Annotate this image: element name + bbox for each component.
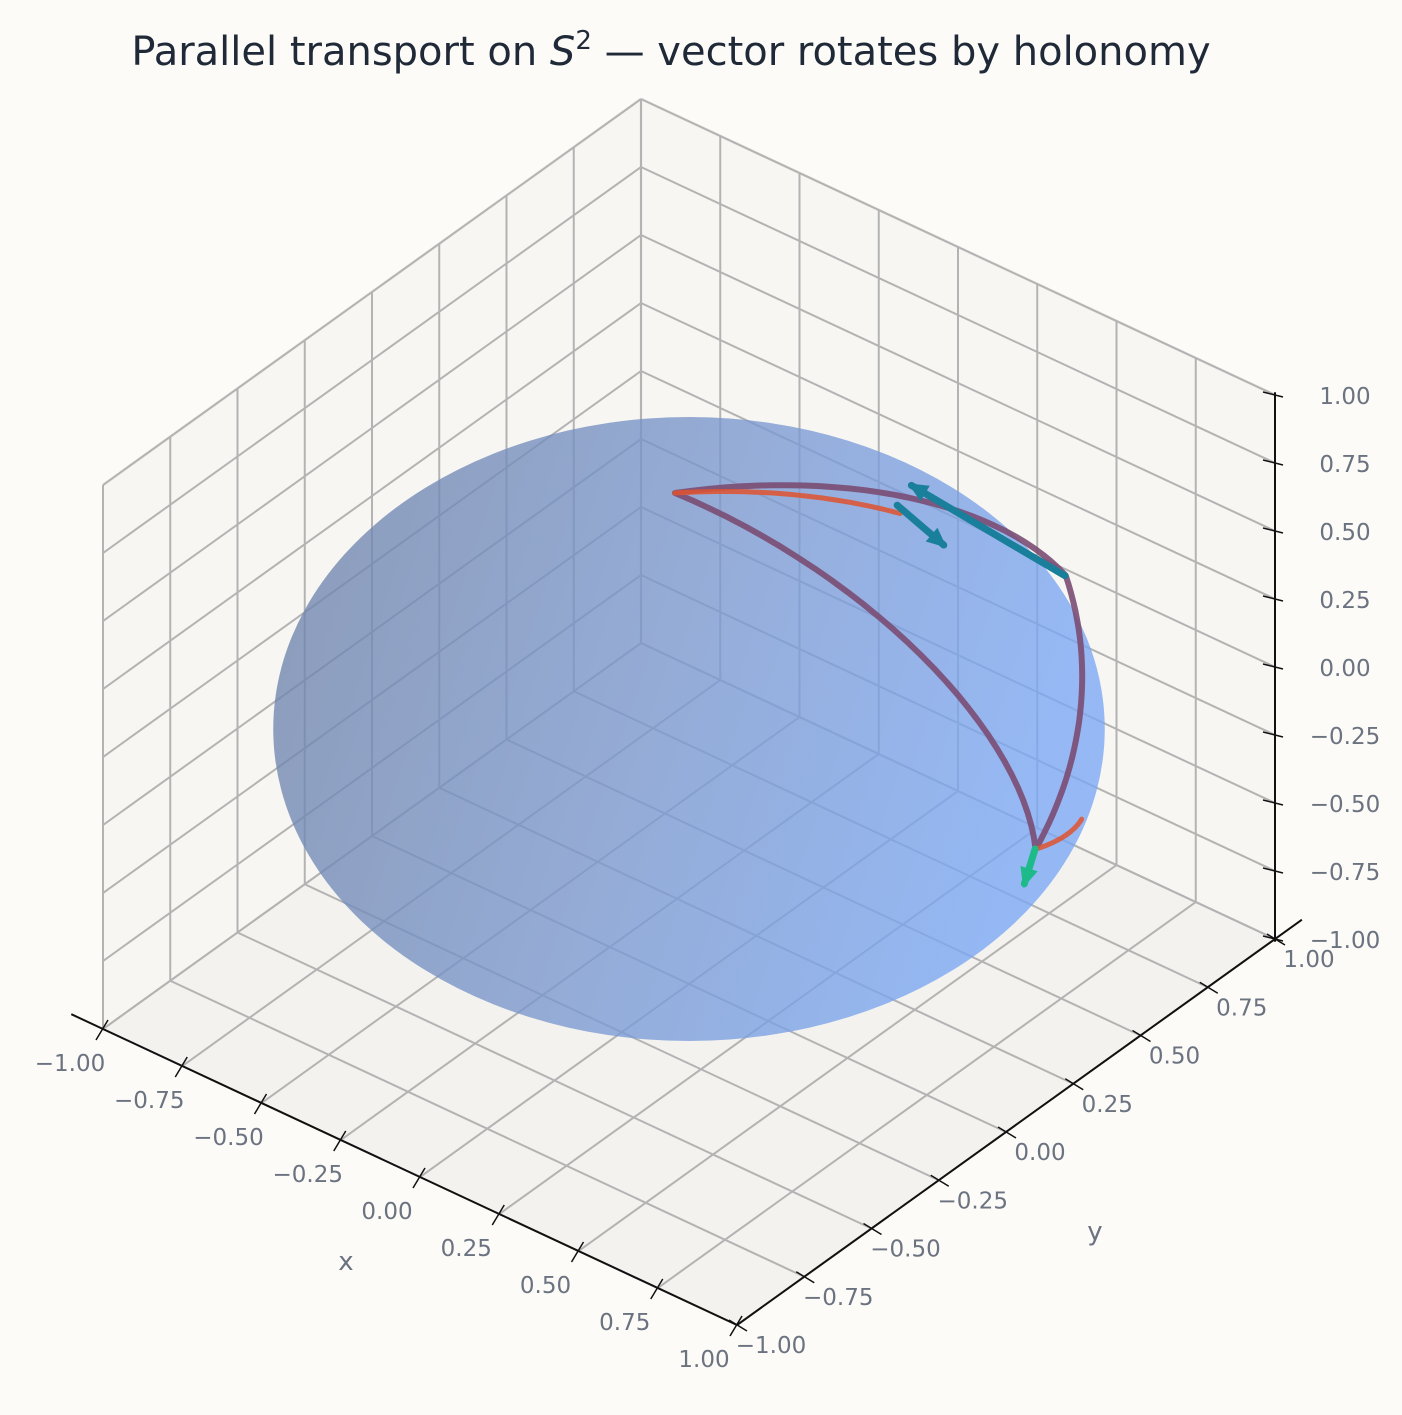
y-tick — [1199, 981, 1219, 994]
x-tick — [491, 1204, 505, 1226]
grid-line — [102, 302, 642, 690]
z-tick-label: −0.50 — [1310, 792, 1380, 818]
grid-line — [640, 166, 1276, 464]
z-tick-label: −1.00 — [1310, 928, 1380, 954]
z-tick — [1262, 799, 1284, 806]
grid-line — [577, 864, 1118, 1252]
z-tick — [1262, 595, 1284, 602]
x-tick — [729, 1315, 743, 1337]
x-tick-label: 0.00 — [361, 1199, 412, 1225]
z-tick-label: 0.25 — [1319, 588, 1370, 614]
z-tick — [1262, 459, 1284, 466]
title-prefix: Parallel transport on — [131, 29, 550, 75]
grid-line — [102, 234, 642, 622]
path-0 — [672, 482, 1086, 853]
grid-line — [640, 302, 1276, 600]
x-tick-label: 0.50 — [520, 1273, 571, 1299]
y-tick — [997, 1126, 1017, 1139]
y-axis-label: y — [1087, 1217, 1102, 1247]
y-tick — [1132, 1029, 1151, 1043]
title-suffix: — vector rotates by holonomy — [592, 29, 1211, 75]
x-tick-label: −0.75 — [114, 1088, 184, 1114]
vector-1 — [893, 501, 948, 549]
x-tick — [95, 1019, 109, 1041]
y-tick — [795, 1271, 815, 1284]
y-tick-label: 0.50 — [1149, 1044, 1200, 1070]
z-tick — [1262, 527, 1284, 534]
x-tick — [333, 1130, 347, 1152]
grid-line — [640, 234, 1276, 532]
y-tick-label: 1.00 — [1283, 947, 1334, 973]
vector-shaft — [907, 481, 1069, 580]
y-tick-label: −0.75 — [803, 1285, 873, 1311]
grid-line — [640, 98, 1276, 396]
x-tick-label: 0.75 — [599, 1310, 650, 1336]
x-tick — [570, 1241, 585, 1263]
z-tick — [1262, 867, 1284, 874]
z-tick — [1262, 731, 1284, 738]
y-tick-label: −0.25 — [938, 1188, 1008, 1214]
title-math-symbol: S — [550, 29, 575, 75]
x-axis-label: x — [338, 1247, 353, 1277]
y-tick — [863, 1222, 882, 1236]
sphere-body — [273, 417, 1105, 1041]
grid-line — [102, 98, 642, 486]
vector-0 — [1020, 845, 1039, 888]
y-tick-label: 0.00 — [1014, 1140, 1065, 1166]
vector-head — [907, 483, 930, 502]
y-tick — [1064, 1078, 1084, 1091]
z-tick-label: −0.25 — [1310, 724, 1380, 750]
x-tick — [412, 1167, 426, 1189]
chart-title: Parallel transport on S2 — vector rotate… — [131, 26, 1210, 75]
x-tick-label: 0.25 — [441, 1236, 492, 1262]
vector-head — [925, 527, 947, 548]
x-tick-label: −0.50 — [193, 1125, 263, 1151]
y-tick-label: −0.50 — [870, 1237, 940, 1263]
x-tick — [174, 1056, 188, 1078]
tick-labels: −1.00 −1.00 −1.00 −0.75 −0.75 −0.75 −0.50 −0.50… — [35, 384, 1380, 1373]
y-tick-label: 0.25 — [1082, 1092, 1133, 1118]
y-tick — [1266, 933, 1286, 946]
x-tick-label: −0.25 — [273, 1162, 343, 1188]
z-tick — [1262, 663, 1284, 670]
title-superscript: 2 — [575, 26, 592, 56]
grid-line — [102, 166, 642, 554]
y-tick — [930, 1174, 950, 1187]
sphere-surface — [273, 417, 1105, 1041]
vector-2 — [907, 481, 1069, 580]
path-1 — [672, 489, 903, 516]
y-tick-label: 0.75 — [1216, 995, 1267, 1021]
z-tick-label: 0.50 — [1319, 520, 1370, 546]
x-tick — [253, 1093, 268, 1115]
transport-paths — [672, 482, 1086, 853]
vector-head — [1020, 865, 1038, 888]
grid-line — [657, 901, 1197, 1289]
x-tick — [650, 1278, 664, 1300]
z-tick-label: 0.75 — [1319, 452, 1370, 478]
z-tick-label: −0.75 — [1310, 860, 1380, 886]
y-tick — [728, 1319, 748, 1332]
z-tick — [1262, 391, 1284, 398]
y-tick-label: −1.00 — [736, 1333, 806, 1359]
z-tick-label: 0.00 — [1319, 656, 1370, 682]
x-tick-label: 1.00 — [678, 1347, 729, 1373]
z-tick-label: 1.00 — [1319, 384, 1370, 410]
x-tick-label: −1.00 — [35, 1051, 105, 1077]
path-2 — [1033, 816, 1085, 852]
transported-vectors — [893, 481, 1069, 888]
